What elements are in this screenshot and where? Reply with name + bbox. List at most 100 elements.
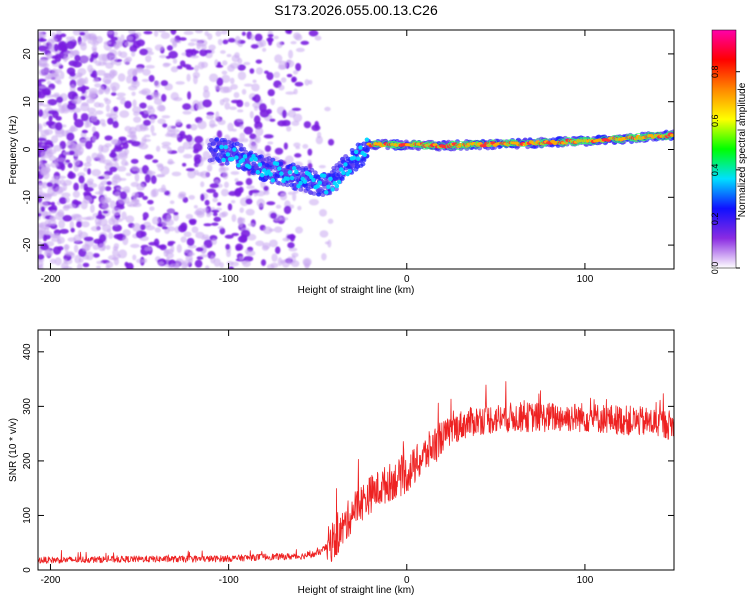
spectrogram-noise-blob: [307, 148, 313, 156]
spectrogram-noise-blob: [171, 171, 182, 177]
spectrogram-noise-blob: [143, 127, 149, 131]
spectrogram-noise-blob: [134, 67, 144, 72]
spectrogram-noise-blob: [122, 142, 129, 150]
spectrogram-noise-blob: [194, 259, 203, 268]
spectrogram-noise-blob: [202, 150, 210, 160]
spectrogram-noise-blob: [38, 159, 43, 168]
spectrogram-noise-blob: [213, 216, 222, 222]
spectrogram-ridge-rim: [666, 130, 674, 138]
spectrogram-noise-blob: [175, 81, 185, 85]
spectrogram-noise-blob: [65, 197, 70, 203]
spectrogram-noise-blob: [147, 199, 154, 205]
spectrogram-ridge-core: [225, 152, 231, 157]
spectrogram-noise-blob: [53, 144, 62, 152]
spectrogram-ridge-core: [247, 164, 252, 170]
spectrogram-noise-blob: [229, 106, 237, 111]
spectrogram-noise-blob: [56, 175, 67, 179]
spectrogram-noise-blob: [321, 253, 327, 261]
spectrogram-noise-blob: [92, 47, 97, 55]
spectrogram-noise-blob: [112, 120, 119, 129]
spectrogram-noise-blob: [212, 197, 218, 203]
spectrogram-noise-blob: [161, 226, 169, 230]
spectrogram-noise-blob: [42, 62, 50, 68]
spectrogram-noise-blob: [136, 258, 145, 264]
spectrogram-noise-blob: [200, 181, 205, 188]
spectrogram-noise-blob: [115, 146, 125, 150]
spectrogram-noise-blob: [44, 91, 51, 96]
spectrogram-noise-blob: [106, 30, 114, 35]
spectrogram-ridge-core: [219, 144, 224, 150]
spectrogram-noise-blob: [131, 69, 138, 76]
spectrogram-noise-blob: [234, 35, 241, 45]
spectrogram-noise-blob: [283, 205, 292, 215]
spectrogram-noise-blob: [155, 145, 161, 152]
y-tick-label: 100: [22, 507, 33, 524]
spectrogram-noise-blob: [286, 234, 296, 240]
spectrogram-noise-blob: [80, 55, 89, 63]
spectrogram-noise-blob: [176, 65, 183, 70]
spectrogram-noise-blob: [89, 57, 94, 63]
spectrogram-noise-blob: [83, 162, 92, 168]
spectrogram-noise-blob: [315, 135, 323, 145]
spectrogram-noise-blob: [166, 214, 171, 223]
spectrogram-noise-blob: [87, 34, 92, 44]
spectrogram-noise-blob: [74, 254, 82, 264]
spectrogram-noise-blob: [72, 30, 81, 36]
spectrogram-noise-blob: [58, 219, 66, 229]
spectrogram-noise-blob: [261, 245, 269, 251]
spectrogram-noise-blob: [307, 159, 312, 164]
spectrogram-noise-blob: [76, 221, 83, 228]
spectrogram-noise-blob: [78, 231, 89, 239]
spectrogram-noise-blob: [230, 84, 238, 90]
spectrogram-noise-blob: [100, 196, 107, 205]
spectrogram-ridge-core: [289, 175, 295, 181]
spectrogram-noise-blob: [77, 172, 86, 178]
spectrogram-noise-blob: [185, 134, 193, 143]
spectrogram-noise-blob: [224, 102, 231, 110]
spectrogram-noise-blob: [95, 35, 103, 44]
spectrogram-ridge-halo: [220, 150, 226, 155]
spectrogram-noise-blob: [211, 238, 217, 245]
spectrogram-noise-blob: [90, 116, 98, 122]
spectrogram-noise-blob: [288, 49, 294, 59]
spectrogram-noise-blob: [197, 39, 208, 47]
spectrogram-noise-blob: [161, 141, 172, 146]
spectrogram-noise-blob: [139, 224, 146, 231]
spectrogram-noise-blob: [269, 239, 278, 248]
spectrogram-noise-blob: [185, 168, 195, 172]
spectrogram-noise-blob: [327, 138, 335, 146]
spectrogram-noise-blob: [63, 179, 72, 186]
spectrogram-noise-blob: [271, 253, 278, 262]
spectrogram-ridge-core: [240, 157, 246, 163]
spectrogram-noise-blob: [183, 231, 192, 238]
spectrogram-noise-blob: [239, 207, 244, 213]
spectrogram-noise-blob: [204, 199, 210, 206]
spectrogram-ridge-halo: [224, 161, 230, 166]
spectrogram-noise-blob: [243, 255, 254, 262]
spectrogram-noise-blob: [278, 60, 288, 70]
spectrogram-noise-blob: [138, 90, 148, 95]
spectrogram-x-ticks: -200 -100 0 100: [40, 30, 594, 285]
spectrogram-noise-blob: [113, 257, 120, 266]
spectrogram-noise-blob: [222, 171, 229, 180]
spectrogram-noise-blob: [116, 92, 126, 97]
spectrogram-noise-blob: [210, 255, 216, 264]
spectrogram-noise-blob: [112, 139, 122, 146]
spectrogram-noise-blob: [56, 157, 67, 162]
spectrogram-noise-blob: [119, 191, 127, 200]
spectrogram-noise-blob: [213, 191, 219, 199]
spectrogram-noise-blob: [277, 120, 287, 127]
spectrogram-noise-blob: [38, 105, 41, 111]
spectrogram-noise-blob: [262, 226, 273, 235]
spectrogram-noise-blob: [122, 229, 131, 237]
spectrogram-noise-blob: [92, 136, 97, 142]
spectrogram-noise-blob: [81, 243, 91, 252]
spectrogram-ridge-core: [326, 184, 331, 190]
spectrogram-noise-blob: [87, 112, 97, 118]
spectrogram-noise-blob: [113, 31, 118, 37]
spectrogram-noise-blob: [193, 143, 203, 152]
spectrogram-noise-blob: [247, 222, 255, 227]
spectrogram-noise-blob: [239, 132, 246, 140]
spectrogram-noise-blob: [42, 104, 52, 108]
